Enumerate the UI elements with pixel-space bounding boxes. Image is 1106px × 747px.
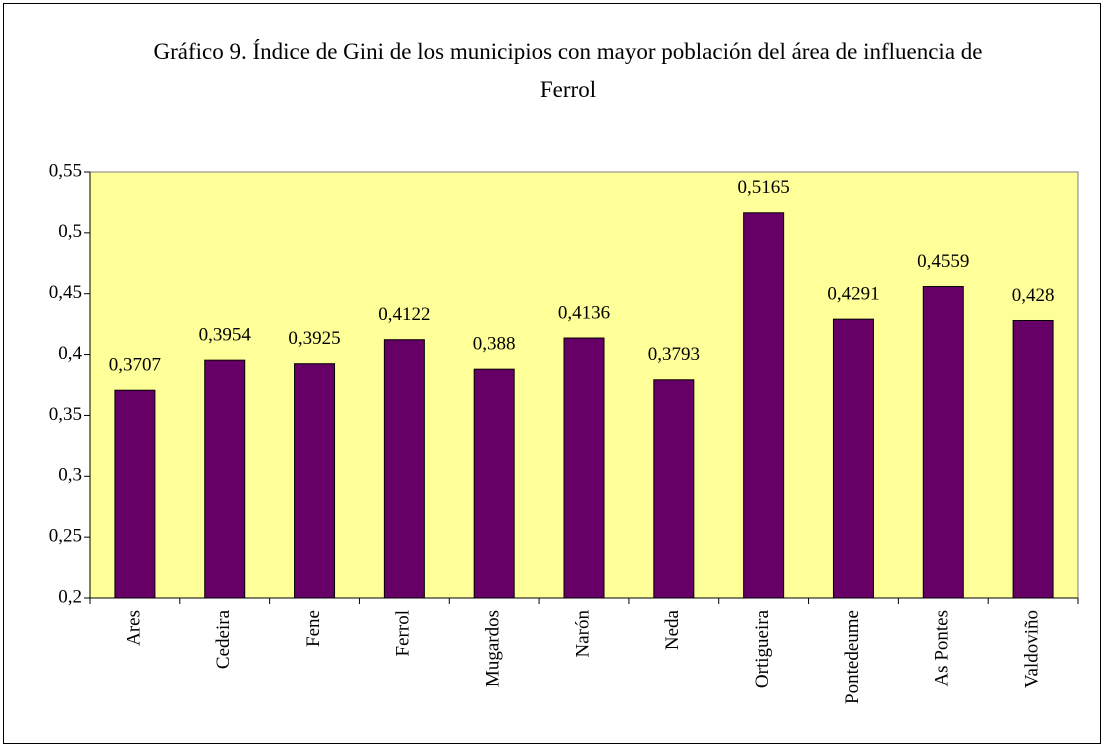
- y-tick-label: 0,45: [49, 282, 82, 303]
- x-tick-label: Ferrol: [393, 610, 414, 656]
- bar: [922, 286, 964, 599]
- x-tick-label: Narón: [572, 610, 593, 658]
- bar: [653, 379, 695, 599]
- value-label: 0,388: [473, 334, 516, 355]
- x-tick-label: Fene: [303, 610, 324, 647]
- value-label: 0,3925: [288, 328, 340, 349]
- bar: [204, 359, 246, 599]
- x-tick-label: Cedeira: [213, 609, 234, 669]
- value-label: 0,4559: [917, 251, 969, 272]
- bar: [563, 337, 605, 599]
- chart-frame: [3, 3, 1101, 744]
- value-label: 0,4122: [378, 304, 430, 325]
- x-tick-label: Pontedeume: [842, 610, 863, 704]
- x-tick-label: As Pontes: [932, 610, 953, 687]
- y-tick-label: 0,5: [58, 221, 82, 242]
- y-tick-label: 0,2: [58, 586, 82, 607]
- y-tick-label: 0,25: [49, 526, 82, 547]
- x-tick-label: Neda: [662, 609, 683, 650]
- bar: [294, 363, 336, 599]
- value-label: 0,4291: [827, 284, 879, 305]
- bar: [473, 368, 515, 599]
- x-tick-label: Mugardos: [483, 610, 504, 687]
- value-label: 0,3707: [109, 355, 161, 376]
- bar: [743, 212, 785, 599]
- x-tick-label: Valdoviño: [1021, 610, 1042, 688]
- x-tick-label: Ortigueira: [752, 609, 773, 688]
- bar: [1012, 319, 1054, 599]
- y-tick-label: 0,55: [49, 160, 82, 181]
- bar: [832, 318, 874, 599]
- y-tick-label: 0,35: [49, 404, 82, 425]
- bar: [114, 389, 156, 599]
- y-tick-label: 0,4: [58, 343, 82, 364]
- value-label: 0,3954: [199, 325, 252, 346]
- value-label: 0,5165: [738, 177, 790, 198]
- value-label: 0,4136: [558, 302, 610, 323]
- y-tick-label: 0,3: [58, 465, 82, 486]
- chart-title: Gráfico 9. Índice de Gini de los municip…: [153, 39, 983, 102]
- value-label: 0,3793: [648, 344, 700, 365]
- bar: [383, 339, 425, 599]
- value-label: 0,428: [1012, 285, 1055, 306]
- x-tick-label: Ares: [123, 610, 144, 646]
